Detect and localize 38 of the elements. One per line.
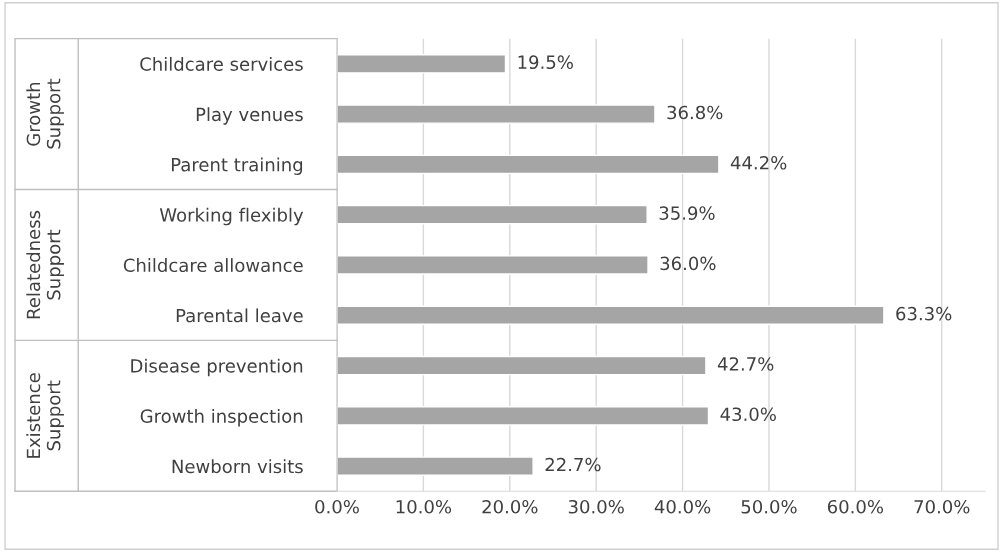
x-tick-label: 10.0% (396, 499, 452, 514)
x-tick-label: 50.0% (741, 499, 797, 514)
y-tick-label: Childcare allowance (123, 258, 303, 273)
data-label: 19.5% (518, 55, 573, 70)
text: Growth Support (26, 78, 64, 149)
x-tick-label: 20.0% (482, 499, 538, 514)
data-label: 22.7% (545, 457, 601, 472)
data-label: 35.9% (659, 206, 715, 220)
bar (337, 305, 885, 326)
data-label: 43.0% (720, 407, 776, 422)
data-label: 63.3% (896, 306, 952, 321)
bar (337, 255, 649, 275)
y-tick-label: Childcare services (140, 56, 303, 71)
y-tick-label: Parental leave (176, 308, 303, 323)
x-tick-label: 40.0% (654, 499, 711, 514)
y-tick-label: Disease prevention (131, 358, 303, 377)
bar (337, 406, 710, 426)
bar (337, 355, 707, 376)
bar (337, 154, 720, 175)
y-tick-label: Parent training (171, 157, 303, 175)
y-tick-label: Growth inspection (140, 408, 303, 427)
x-tick-label: 60.0% (827, 499, 884, 514)
data-label: 44.2% (730, 155, 787, 170)
y-tick-label: Play venues (196, 107, 303, 125)
y-tick-label: Working flexibly (159, 207, 304, 226)
data-label: 36.8% (667, 105, 723, 120)
data-label: 42.7% (717, 357, 774, 371)
x-tick-label: 0.0% (315, 499, 359, 514)
bar (337, 204, 648, 225)
bar (337, 104, 656, 124)
y-tick-label: Newborn visits (172, 459, 303, 474)
x-tick-label: 70.0% (914, 499, 970, 514)
x-tick-label: 30.0% (568, 499, 624, 514)
bar (337, 54, 507, 74)
text: Existence Support (26, 373, 64, 458)
data-label: 36.0% (660, 256, 716, 271)
text: Relatedness Support (26, 210, 64, 319)
bar (337, 456, 534, 476)
